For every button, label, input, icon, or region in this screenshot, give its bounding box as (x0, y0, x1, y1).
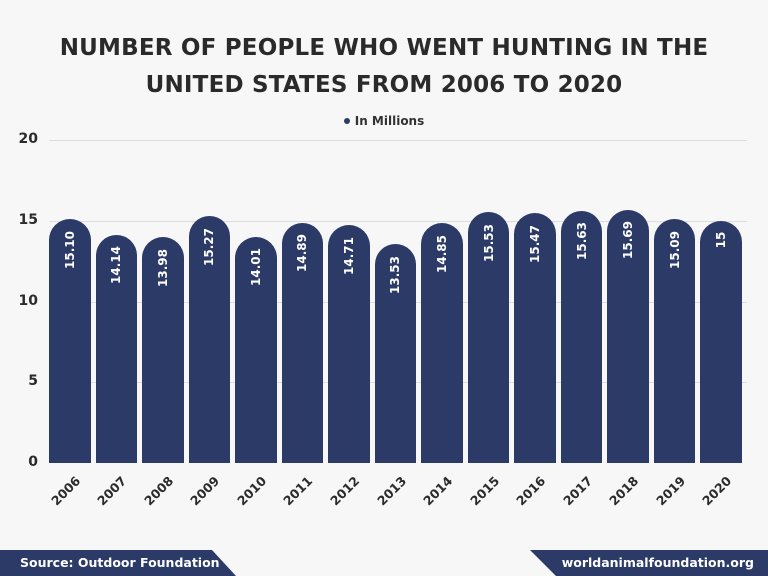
x-axis-tick-label: 2018 (606, 473, 642, 509)
bar-value-label: 14.01 (248, 248, 263, 287)
chart-title-line-2: UNITED STATES FROM 2006 TO 2020 (145, 72, 623, 98)
bar-value-label: 14.71 (341, 237, 356, 276)
bar-2009: 15.27 (188, 216, 231, 463)
chart-title: NUMBER OF PEOPLE WHO WENT HUNTING IN THE… (0, 30, 768, 104)
x-axis-tick-label: 2008 (140, 473, 177, 509)
x-axis-tick-label: 2007 (94, 473, 130, 509)
bar-value-label: 15.69 (621, 221, 636, 260)
bar-value-label: 15.27 (202, 228, 217, 267)
source-banner: Source: Outdoor Foundation (0, 550, 236, 576)
bar-value-label: 15 (714, 231, 729, 249)
bar-2010: 14.01 (235, 236, 277, 463)
x-axis-tick-label: 2019 (652, 473, 688, 509)
bar-value-label: 15.47 (528, 224, 543, 263)
y-axis-tick-label: 5 (28, 373, 38, 389)
x-axis-tick-label: 2014 (420, 473, 456, 509)
website-text: worldanimalfoundation.org (561, 555, 754, 570)
x-axis-tick-label: 2010 (233, 473, 270, 509)
bar-2008: 13.98 (142, 237, 184, 463)
gridline (49, 140, 747, 141)
bar-2017: 15.63 (560, 210, 603, 463)
bar-value-label: 13.98 (155, 248, 170, 287)
website-banner: worldanimalfoundation.org (530, 550, 768, 576)
chart-title-line-1: NUMBER OF PEOPLE WHO WENT HUNTING IN THE (59, 35, 709, 61)
y-axis-tick-label: 10 (18, 293, 38, 309)
gridline (49, 221, 747, 222)
bar-2012: 14.71 (328, 225, 370, 463)
bar-value-label: 15.10 (62, 230, 77, 269)
bar-2006: 15.10 (49, 219, 91, 463)
bar-2019: 15.09 (653, 219, 696, 463)
x-axis-tick-label: 2015 (466, 473, 502, 509)
x-axis-tick-label: 2006 (47, 473, 84, 509)
y-axis-tick-label: 0 (28, 454, 38, 470)
bar-2014: 14.85 (421, 223, 463, 463)
x-axis-tick-label: 2011 (280, 473, 316, 509)
bar-2015: 15.53 (467, 212, 510, 463)
bar-2020: 15 (700, 220, 742, 463)
x-axis-tick-label: 2017 (559, 473, 595, 509)
source-text: Source: Outdoor Foundation (20, 555, 220, 570)
x-axis-tick-label: 2020 (699, 473, 735, 509)
bar-2013: 13.53 (374, 244, 417, 463)
y-axis-tick-label: 15 (18, 212, 38, 228)
x-axis-tick-label: 2012 (327, 473, 363, 509)
x-axis-tick-label: 2013 (373, 473, 409, 509)
bar-value-label: 14.89 (295, 234, 310, 273)
bar-value-label: 14.85 (435, 234, 450, 273)
bar-2016: 15.47 (514, 213, 556, 463)
bar-2018: 15.69 (607, 209, 649, 463)
bar-2011: 14.89 (281, 222, 324, 463)
bar-value-label: 15.09 (667, 231, 682, 270)
bar-value-label: 13.53 (388, 256, 403, 295)
y-axis-tick-label: 20 (18, 131, 38, 147)
bar-value-label: 15.63 (574, 222, 589, 261)
legend-marker-icon (343, 117, 350, 124)
x-axis-tick-label: 2016 (513, 473, 549, 509)
x-axis-tick-label: 2009 (187, 473, 223, 509)
chart-legend: In Millions (0, 114, 768, 128)
legend-label: In Millions (354, 114, 425, 128)
bar-value-label: 15.53 (481, 223, 496, 262)
bar-value-label: 14.14 (109, 246, 124, 285)
bar-2007: 14.14 (95, 234, 138, 463)
